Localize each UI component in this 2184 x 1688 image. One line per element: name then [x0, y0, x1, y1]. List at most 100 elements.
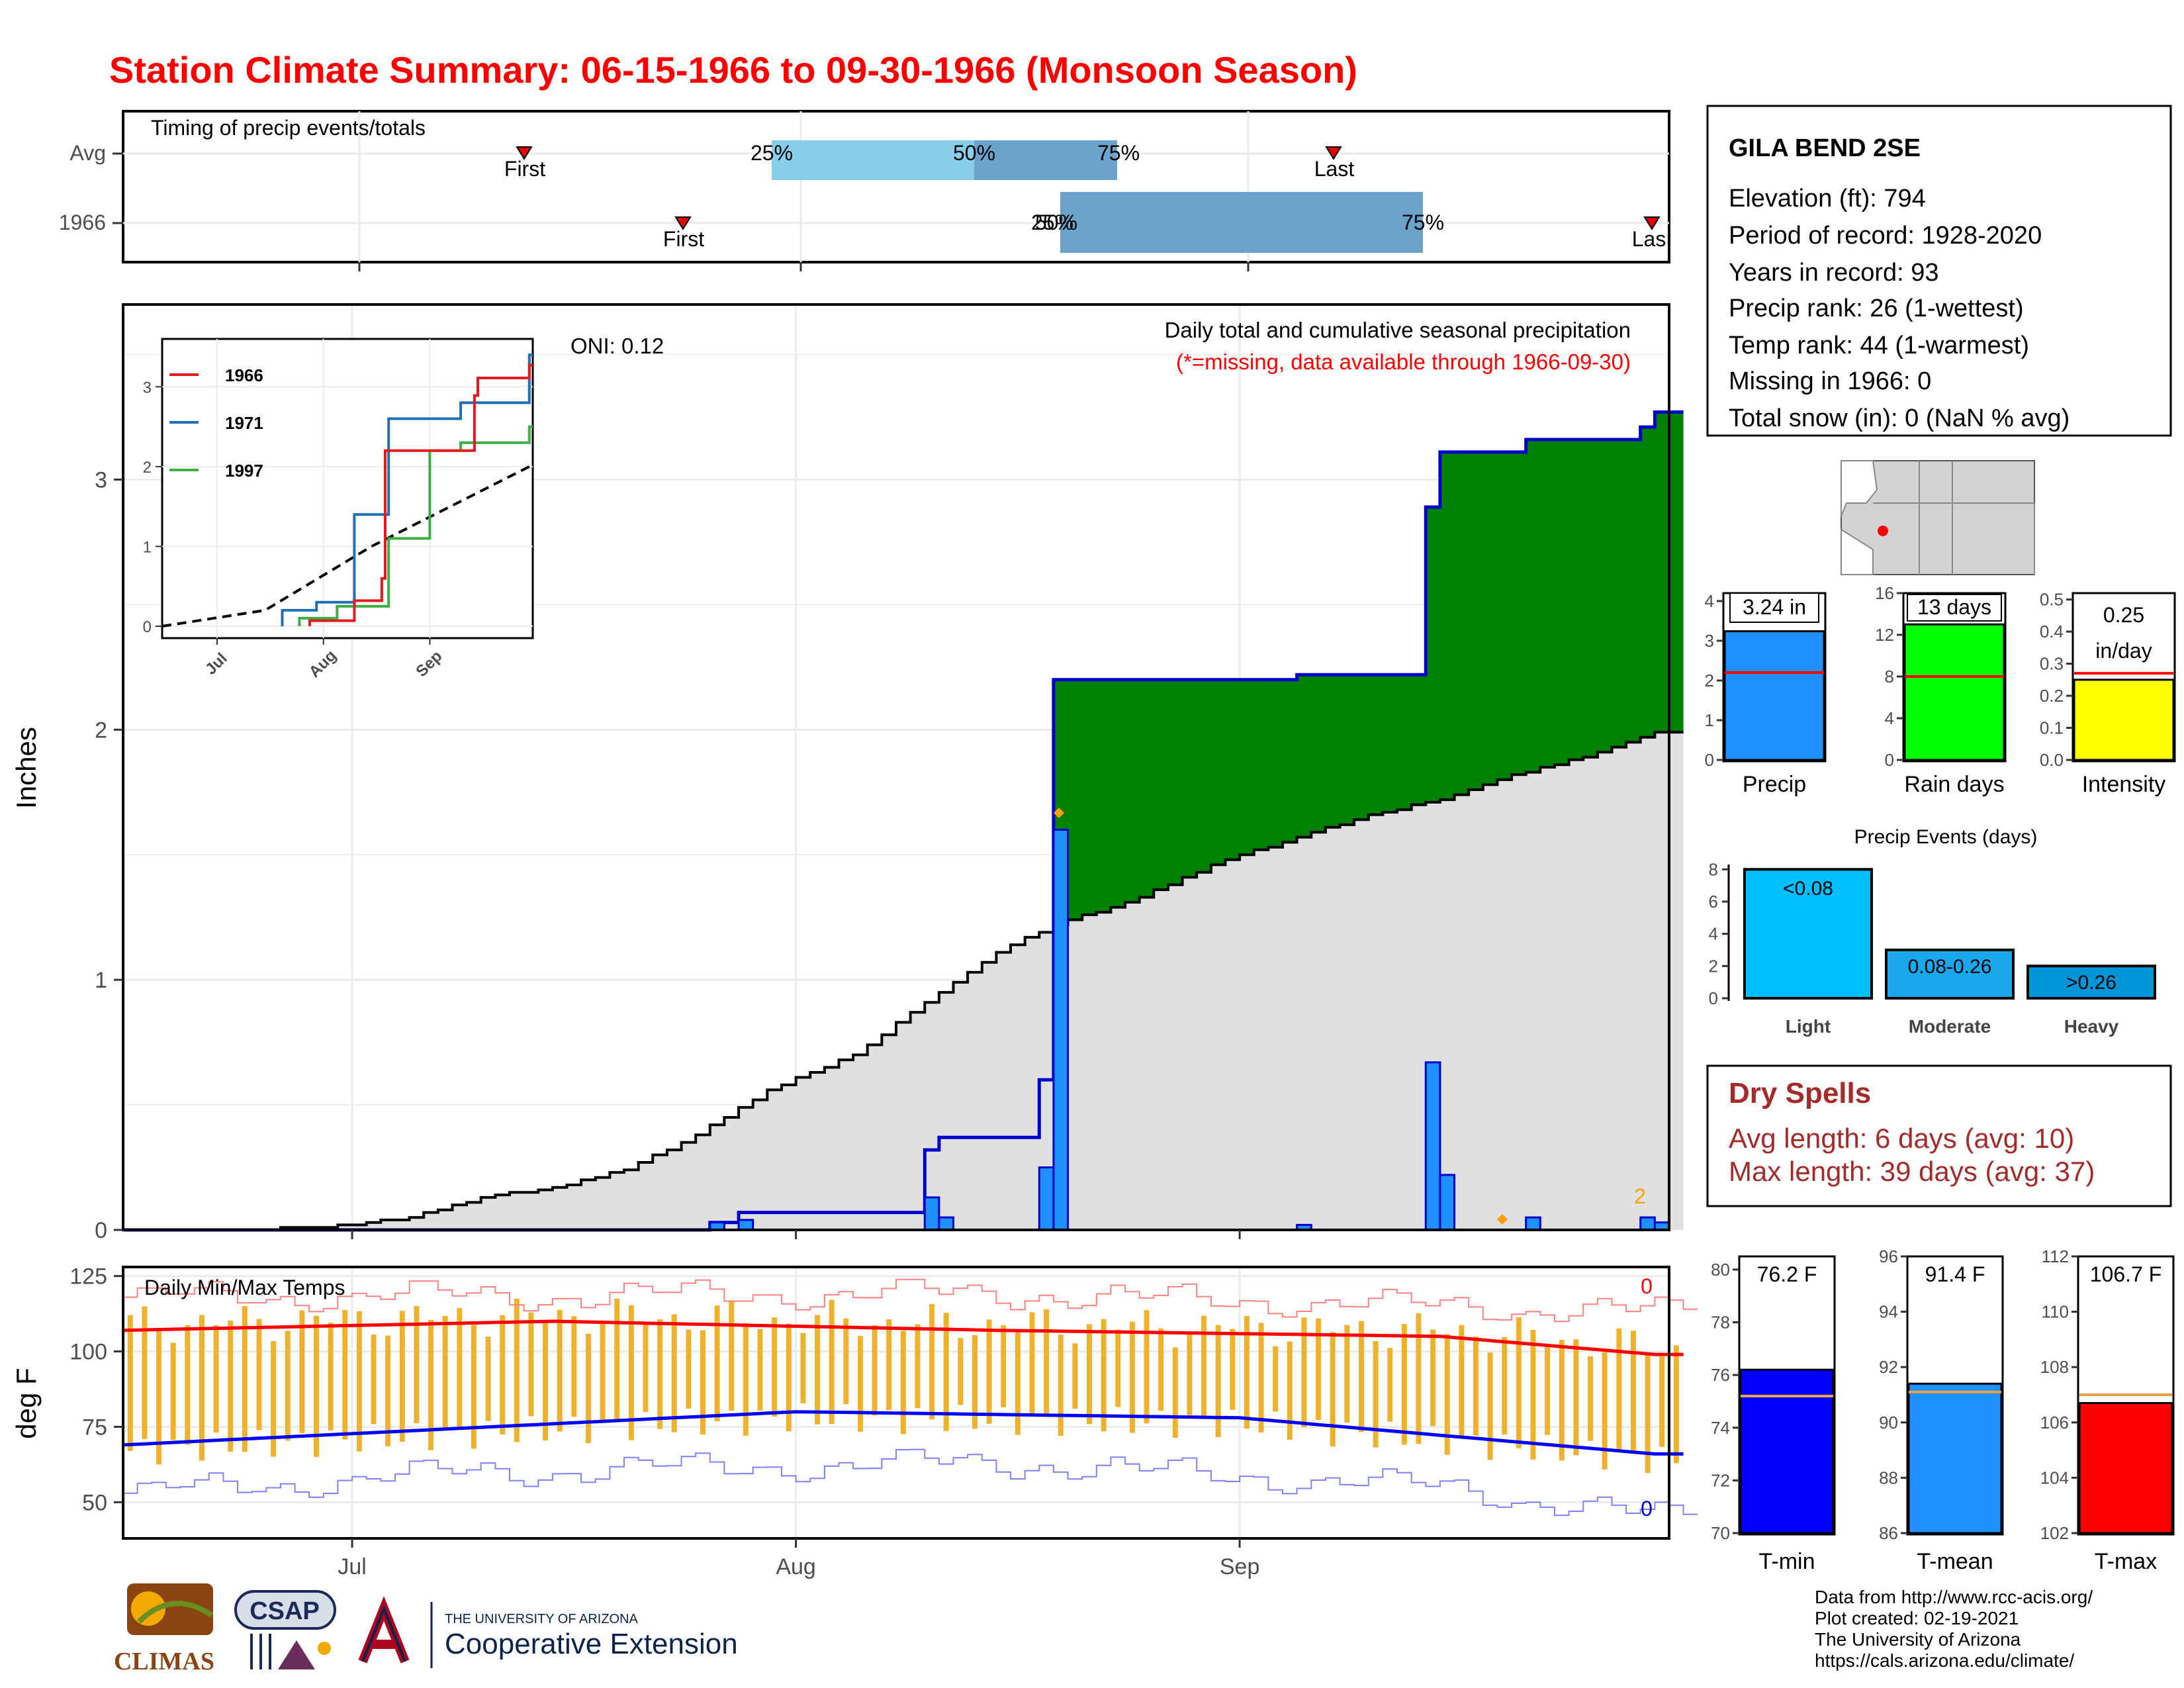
temp-daily-bar [1029, 1312, 1035, 1415]
footer-university: The University of Arizona [1815, 1629, 2021, 1650]
station-snow: Total snow (in): 0 (NaN % avg) [1729, 404, 2070, 432]
temp-daily-bar [757, 1329, 763, 1411]
summary-y-tick: 0.1 [2040, 718, 2064, 738]
precip-summary-label: Precip [1743, 772, 1806, 797]
temp-daily-bar [457, 1307, 463, 1428]
precip-y-tick: 1 [95, 968, 107, 993]
temp-daily-bar [1001, 1325, 1007, 1407]
events-y-tick: 4 [1709, 924, 1718, 944]
temp-daily-bar [929, 1303, 935, 1420]
climas-logo: CLIMAS [114, 1583, 214, 1675]
temp-daily-bar [1559, 1340, 1565, 1461]
csap-wordmark: CSAP [250, 1597, 320, 1625]
temp-daily-bar [743, 1323, 749, 1436]
temp-daily-bar [371, 1335, 377, 1425]
temp-daily-bar [170, 1342, 176, 1440]
dry-spells-avg: Avg length: 6 days (avg: 10) [1729, 1123, 2074, 1154]
temp-daily-bar [385, 1335, 391, 1446]
climas-wordmark: CLIMAS [114, 1648, 214, 1675]
temp-daily-bar [1659, 1356, 1665, 1447]
precip-panel: 0 1 2 3 Inches ONI: 0.12 Daily total and cu… [11, 303, 1684, 1243]
dry-spells-box: Dry Spells Avg length: 6 days (avg: 10) … [1706, 1064, 2172, 1207]
precip-caption: Daily total and cumulative seasonal prec… [1165, 318, 1631, 342]
temp-daily-bar [986, 1319, 992, 1424]
summary-y-tick: 106 [2040, 1413, 2069, 1432]
station-precip-rank: Precip rank: 26 (1-wettest) [1729, 295, 2024, 322]
temp-daily-bar [1015, 1329, 1021, 1435]
temp-daily-bar [485, 1336, 491, 1421]
footer: Data from http://www.rcc-acis.org/ Plot … [114, 1583, 2093, 1675]
precip-daily-bar [1439, 1174, 1456, 1231]
precip-x-axis [351, 1230, 1241, 1239]
temp-daily-bar [943, 1313, 949, 1431]
precip-daily-bar [1525, 1216, 1541, 1231]
temp-daily-bar [1129, 1321, 1135, 1433]
temp-daily-bar [228, 1320, 234, 1452]
inset-y-tick: 2 [143, 459, 152, 477]
temp-daily-bar [900, 1331, 906, 1434]
temp-daily-bar [1158, 1328, 1164, 1411]
precip-frame [122, 303, 1670, 1231]
precip-y-tick: 3 [95, 467, 107, 492]
temp-daily-bar [1087, 1324, 1092, 1425]
temp-summary-bars: 76.2 F 70 72 74 76 78 80 T-min 91.4 F 86 88 90 9… [1711, 1246, 2175, 1574]
temp-daily-bar [428, 1319, 434, 1450]
inset-1997-line [298, 425, 533, 626]
tmin-summary-label: T-min [1759, 1549, 1815, 1574]
temp-daily-bar [628, 1305, 634, 1440]
temp-daily-bar [1387, 1348, 1393, 1422]
precip-daily-bar [737, 1219, 754, 1231]
tmax-summary-value: 106.7 F [2090, 1262, 2162, 1286]
precip-y-axis: 0 1 2 3 [95, 467, 123, 1243]
timing-row-1966: 1966 [59, 211, 106, 234]
summary-y-tick: 108 [2040, 1357, 2069, 1377]
station-name: GILA BEND 2SE [1729, 134, 1921, 162]
temp-daily-bar [543, 1320, 549, 1441]
temp-daily-bar [1072, 1343, 1078, 1409]
temp-x-tick: Aug [776, 1554, 816, 1579]
dry-spells-frame [1706, 1064, 2172, 1207]
footer-data-source: Data from http://www.rcc-acis.org/ [1815, 1587, 2093, 1607]
temp-daily-bar [1273, 1346, 1279, 1412]
summary-y-tick: 74 [1711, 1418, 1730, 1438]
temp-daily-bars [127, 1298, 1679, 1474]
events-y-tick: 2 [1709, 956, 1718, 976]
temp-daily-bar [1287, 1341, 1293, 1440]
station-elevation: Elevation (ft): 794 [1729, 185, 1926, 212]
temp-daily-bar [328, 1323, 334, 1430]
timing-avg-p25: 25% [751, 141, 793, 165]
csap-logo: CSAP [234, 1590, 336, 1669]
summary-y-tick: 8 [1885, 667, 1894, 686]
temp-daily-bar [342, 1310, 348, 1440]
temp-daily-bar [772, 1317, 778, 1417]
temp-normal-min-line [122, 1410, 1684, 1456]
temp-daily-bar [571, 1316, 577, 1417]
inset-y-tick: 0 [143, 618, 152, 636]
summary-y-tick: 0 [1885, 750, 1894, 770]
temp-y-label: deg F [11, 1368, 42, 1438]
tmax-summary-label: T-max [2095, 1549, 2157, 1574]
temp-daily-bar [156, 1329, 162, 1465]
events-light-label: <0.08 [1783, 878, 1833, 900]
summary-y-tick: 0 [1705, 750, 1714, 770]
summary-y-tick: 0.2 [2040, 686, 2064, 706]
temp-daily-bar [142, 1306, 148, 1439]
inset-frame [161, 338, 534, 639]
temp-daily-bar [1530, 1330, 1536, 1460]
station-info: GILA BEND 2SE Elevation (ft): 794 Period… [1706, 105, 2172, 437]
events-moderate-label: 0.08-0.26 [1908, 956, 1992, 978]
ua-small-text: THE UNIVERSITY OF ARIZONA [445, 1612, 639, 1626]
timing-row-avg: Avg [69, 141, 106, 165]
summary-y-tick: 70 [1711, 1523, 1730, 1543]
temp-record-max-count: 0 [1641, 1274, 1653, 1298]
timing-avg-first: First [504, 157, 545, 181]
timing-avg-last: Last [1314, 157, 1355, 181]
temp-daily-bar [1215, 1325, 1221, 1437]
timing-avg-50-75-bar [974, 140, 1117, 180]
precip-daily-bar [923, 1196, 940, 1231]
timing-avg-25-50-bar [772, 140, 974, 180]
temp-daily-bar [356, 1311, 362, 1452]
summary-y-tick: 96 [1879, 1246, 1898, 1266]
